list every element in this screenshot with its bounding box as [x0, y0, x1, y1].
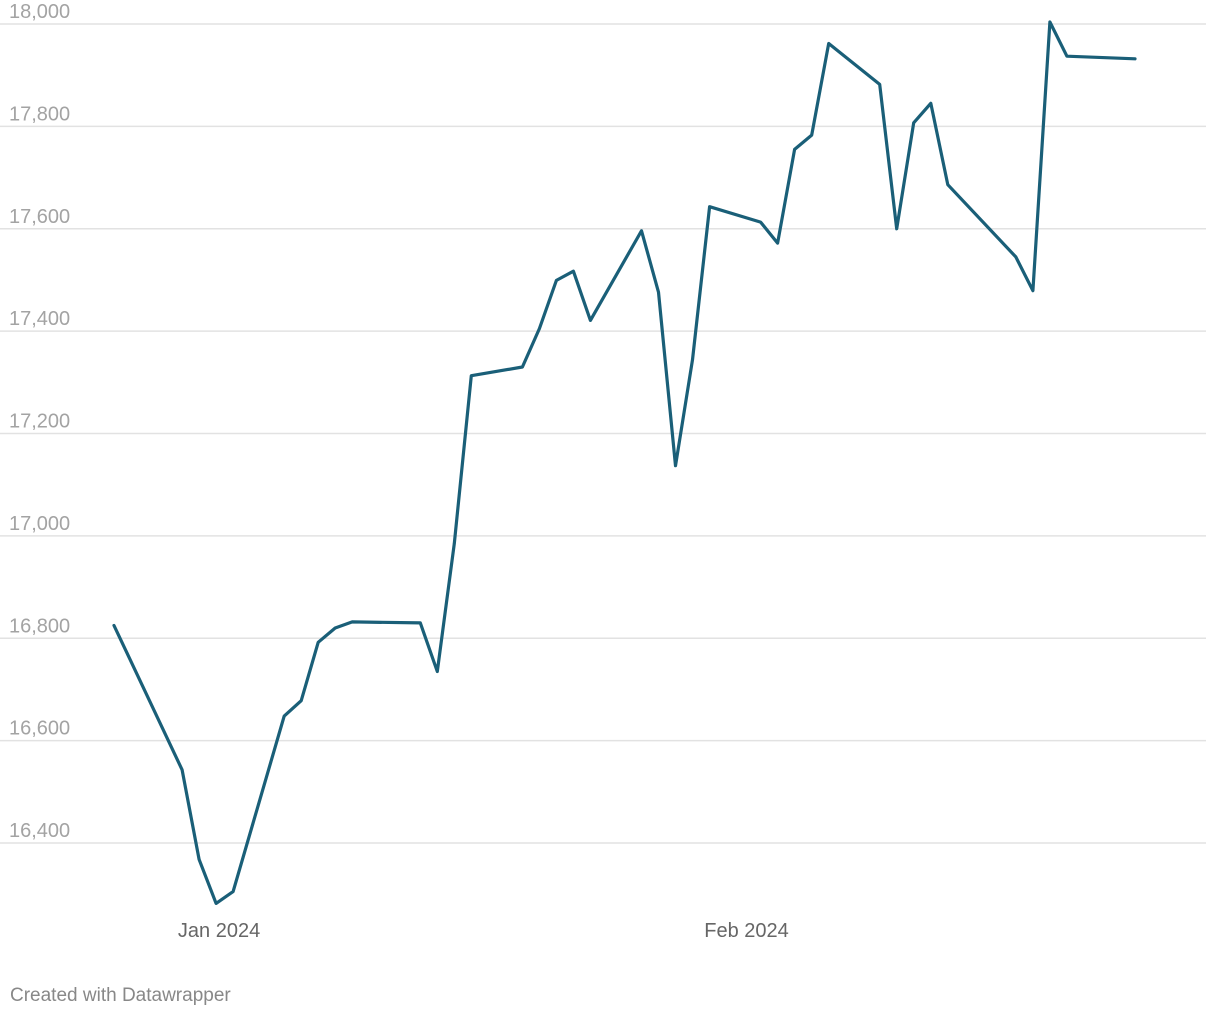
y-tick-label: 17,400: [9, 308, 70, 330]
x-axis-tick-labels: Jan 2024 Feb 2024: [178, 920, 789, 942]
line-chart: 16,400 16,600 16,800 17,000 17,200 17,400 17,6…: [0, 1, 1206, 942]
y-axis-tick-labels: 16,400 16,600 16,800 17,000 17,200 17,400 17,6…: [9, 1, 70, 842]
y-tick-label: 17,800: [9, 103, 70, 125]
series-line: [112, 20, 1137, 906]
x-tick-label: Jan 2024: [178, 920, 260, 942]
x-tick-label: Feb 2024: [704, 920, 789, 942]
y-tick-label: 17,200: [9, 411, 70, 433]
y-tick-label: 16,800: [9, 615, 70, 637]
y-tick-label: 17,000: [9, 513, 70, 535]
y-tick-label: 16,600: [9, 718, 70, 740]
y-tick-label: 18,000: [9, 1, 70, 23]
series-lines: [112, 20, 1137, 906]
datawrapper-credit: Created with Datawrapper: [10, 985, 231, 1006]
gridlines: [0, 23, 1206, 844]
y-tick-label: 16,400: [9, 820, 70, 842]
y-tick-label: 17,600: [9, 206, 70, 228]
